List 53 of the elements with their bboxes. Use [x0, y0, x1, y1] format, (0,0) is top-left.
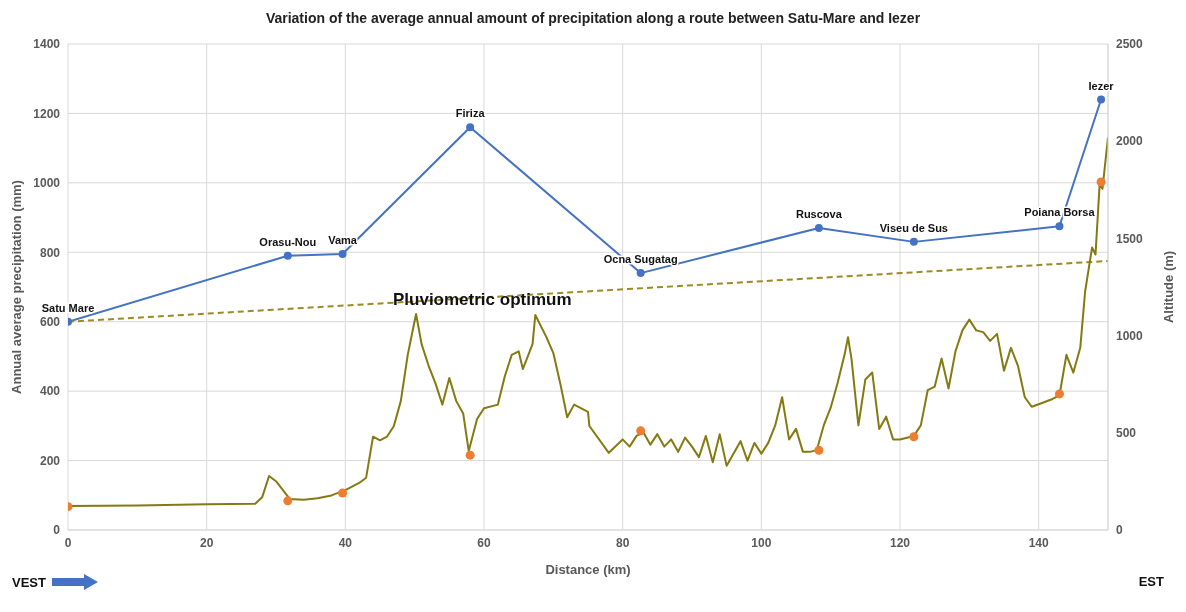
y-tick-label: 1400 — [33, 37, 61, 52]
point — [909, 237, 918, 246]
x-tick-label: 120 — [889, 535, 911, 550]
y2-tick-label: 2000 — [1116, 134, 1144, 149]
x-tick-label: 100 — [751, 535, 772, 550]
annotation: Ruscova — [795, 207, 843, 220]
point — [1055, 222, 1064, 231]
point — [909, 432, 919, 442]
point — [636, 426, 646, 436]
annotation: Viseu de Sus — [879, 221, 949, 234]
annotation: Firiza — [455, 107, 486, 120]
x-axis-title: Distance (km) — [545, 562, 631, 577]
y2-tick-label: 1000 — [1116, 328, 1144, 343]
x-tick-label: 20 — [199, 535, 214, 550]
point — [814, 223, 823, 232]
annotation: Satu Mare — [41, 301, 95, 314]
annotation: Iezer — [1088, 79, 1115, 92]
y-tick-label: 600 — [39, 314, 61, 329]
text: EST — [1138, 574, 1164, 589]
y-tick-label: 1000 — [33, 176, 61, 191]
point — [338, 488, 348, 498]
y-tick-label: 400 — [39, 384, 61, 399]
y2-axis-title: Altitude (m) — [1160, 250, 1176, 324]
point — [814, 445, 824, 455]
point — [1097, 95, 1106, 104]
x-tick-label: 60 — [477, 535, 491, 550]
annotation: Pluviometric optimum — [393, 290, 572, 310]
y2-tick-label: 2500 — [1116, 37, 1144, 52]
y-axis-title: Annual average precipitation (mm) — [8, 180, 24, 394]
point — [1054, 389, 1064, 399]
y2-tick-label: 500 — [1116, 426, 1137, 441]
point — [283, 496, 293, 506]
point — [636, 269, 645, 278]
x-tick-label: 140 — [1028, 535, 1049, 550]
x-tick-label: 40 — [338, 535, 353, 550]
y2-tick-label: 0 — [1116, 523, 1123, 538]
point — [1096, 177, 1106, 187]
x-tick-label: 80 — [615, 535, 630, 550]
annotation: Vama — [328, 234, 358, 247]
y-tick-label: 0 — [53, 523, 61, 538]
point — [338, 250, 347, 259]
chart-title: Variation of the average annual amount of precipitation along a route between Satu-Mare and Iezer — [264, 9, 922, 28]
y-tick-label: 1200 — [33, 106, 61, 121]
point — [283, 251, 292, 260]
y-tick-label: 200 — [39, 453, 61, 468]
x-tick-label: 0 — [64, 535, 72, 550]
y2-tick-label: 1500 — [1116, 231, 1144, 246]
point — [466, 123, 475, 132]
point — [465, 450, 475, 460]
y-tick-label: 800 — [39, 245, 61, 260]
text: VEST — [12, 574, 46, 590]
annotation: Poiana Borsa — [1024, 206, 1096, 219]
annotation: Orasu-Nou — [259, 235, 317, 248]
